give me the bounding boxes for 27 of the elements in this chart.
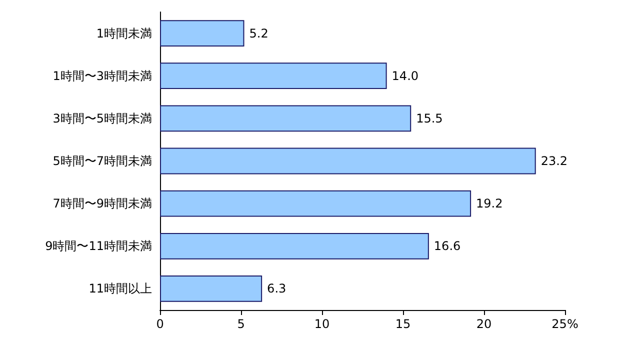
y-tick-label: 5時間〜7時間未満 (52, 154, 152, 168)
x-tick-label: 20 (476, 317, 492, 331)
data-label: 15.5 (416, 111, 443, 126)
data-label: 14.0 (392, 68, 419, 83)
data-label: 19.2 (476, 196, 503, 211)
bar (160, 20, 244, 46)
bar (160, 276, 262, 302)
x-tick-label: 10 (314, 317, 330, 331)
bar (160, 62, 387, 90)
y-tick-label: 1時間未満 (96, 26, 152, 40)
y-tick-label: 3時間〜5時間未満 (52, 111, 152, 126)
x-tick-label: 5 (237, 317, 245, 331)
y-tick-label: 11時間以上 (88, 282, 152, 296)
bar (160, 190, 472, 217)
x-tick-label: 25% (552, 317, 578, 331)
y-tick-label: 1時間〜3時間未満 (52, 68, 152, 83)
data-label: 5.2 (249, 26, 268, 40)
y-tick-label: 9時間〜11時間未満 (45, 239, 152, 254)
y-tick-label: 7時間〜9時間未満 (52, 196, 152, 211)
bar (160, 232, 429, 260)
data-label: 6.3 (267, 282, 286, 296)
x-tick-label: 15 (395, 317, 411, 331)
x-tick-label: 0 (156, 317, 164, 331)
data-label: 23.2 (540, 154, 568, 168)
data-label: 16.6 (434, 239, 461, 254)
bar (160, 105, 412, 132)
bar (160, 148, 536, 174)
